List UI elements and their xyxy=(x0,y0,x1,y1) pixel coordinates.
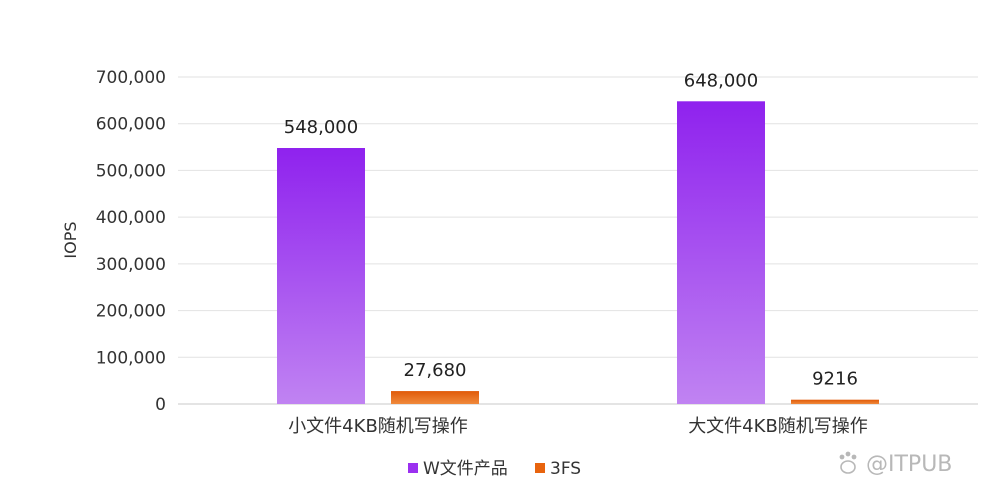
data-label: 648,000 xyxy=(684,70,758,91)
x-category-label: 大文件4KB随机写操作 xyxy=(688,416,868,437)
y-tick-label: 200,000 xyxy=(96,302,166,322)
y-tick-label: 0 xyxy=(155,395,166,415)
y-axis-title: IOPS xyxy=(61,221,80,258)
x-axis-categories: 小文件4KB随机写操作 大文件4KB随机写操作 xyxy=(288,416,868,437)
bar-w-product-1 xyxy=(277,148,365,404)
y-tick-label: 600,000 xyxy=(96,115,166,135)
legend-label-w-product: W文件产品 xyxy=(423,459,508,479)
legend-swatch-3fs xyxy=(535,463,545,473)
data-labels: 548,000 27,680 648,000 9216 xyxy=(284,70,858,389)
data-label: 27,680 xyxy=(404,360,467,381)
paw-icon xyxy=(839,451,857,474)
bar-3fs-2 xyxy=(791,399,879,404)
data-label: 548,000 xyxy=(284,117,358,138)
x-category-label: 小文件4KB随机写操作 xyxy=(288,416,468,437)
bars xyxy=(277,101,879,404)
bar-w-product-2 xyxy=(677,101,765,404)
legend: W文件产品 3FS xyxy=(408,459,581,479)
legend-swatch-w-product xyxy=(408,463,418,473)
bar-3fs-1 xyxy=(391,391,479,404)
watermark: @ITPUB xyxy=(839,451,952,477)
y-tick-label: 700,000 xyxy=(96,68,166,88)
legend-label-3fs: 3FS xyxy=(550,459,581,479)
y-tick-label: 500,000 xyxy=(96,161,166,181)
watermark-text: @ITPUB xyxy=(866,452,952,477)
y-tick-label: 400,000 xyxy=(96,208,166,228)
data-label: 9216 xyxy=(812,369,858,390)
y-tick-label: 100,000 xyxy=(96,348,166,368)
y-tick-label: 300,000 xyxy=(96,255,166,275)
y-axis-ticks: 0 100,000 200,000 300,000 400,000 500,000 600,… xyxy=(96,68,166,415)
